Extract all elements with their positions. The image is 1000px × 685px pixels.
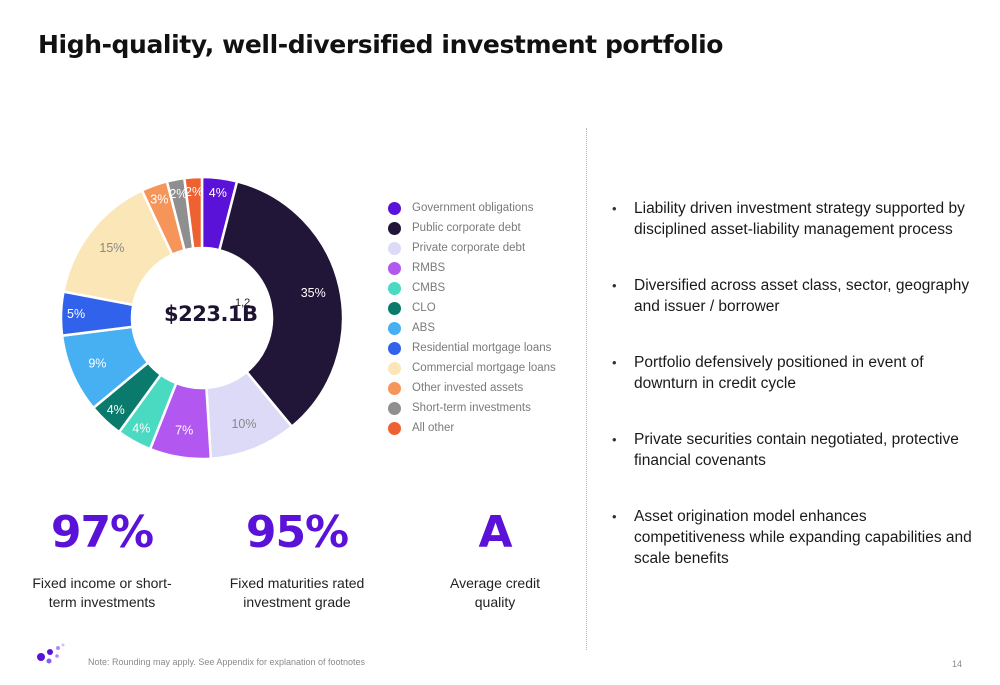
slice-label: 2%	[169, 187, 187, 201]
legend-swatch	[388, 401, 401, 415]
legend-item: Public corporate debt	[388, 218, 556, 238]
legend-swatch	[388, 261, 401, 275]
slice-label: 7%	[175, 424, 193, 438]
portfolio-donut-chart: 4%35%10%7%4%4%9%5%15%3% 2%2%	[59, 175, 345, 461]
legend-swatch	[388, 221, 401, 235]
legend-label: Private corporate debt	[412, 242, 526, 254]
legend-item: Government obligations	[388, 198, 556, 218]
bullet-item: • Liability driven investment strategy su…	[612, 198, 982, 240]
legend-label: RMBS	[412, 262, 446, 274]
legend-item: All other	[388, 418, 556, 438]
bullet-dot-icon: •	[612, 509, 617, 524]
bullet-dot-icon: •	[612, 355, 617, 370]
dots-logo-icon	[37, 643, 65, 664]
legend-item: ABS	[388, 318, 556, 338]
legend-swatch	[388, 421, 401, 435]
legend-label: CLO	[412, 302, 436, 314]
bullet-dot-icon: •	[612, 278, 617, 293]
legend-swatch	[388, 361, 401, 375]
slice-label: 35%	[301, 286, 326, 300]
bullet-text: Asset origination model enhances competi…	[634, 508, 972, 567]
slice-label: 4%	[132, 421, 150, 435]
legend-item: CMBS	[388, 278, 556, 298]
footnote-text: Note: Rounding may apply. See Appendix f…	[88, 657, 366, 667]
stat-caption: Fixed income or short- term investments	[32, 575, 172, 610]
legend-item: Commercial mortgage loans	[388, 358, 556, 378]
stat-value: 95%	[245, 507, 349, 558]
legend-label: Commercial mortgage loans	[412, 362, 556, 374]
legend-item: Other invested assets	[388, 378, 556, 398]
legend-label: Residential mortgage loans	[412, 342, 552, 354]
slice-label: 10%	[231, 417, 256, 431]
bullet-text: Private securities contain negotiated, p…	[634, 431, 959, 469]
slice-label: 2%	[185, 185, 203, 199]
legend-item: CLO	[388, 298, 556, 318]
legend-label: ABS	[412, 322, 436, 334]
stat-investment-grade: 95% Fixed maturities rated investment gr…	[197, 508, 397, 612]
legend-swatch	[388, 301, 401, 315]
legend-item: Short-term investments	[388, 398, 556, 418]
stat-caption: Average credit quality	[449, 575, 540, 610]
legend-label: Short-term investments	[412, 402, 531, 414]
legend-item: Residential mortgage loans	[388, 338, 556, 358]
legend-item: RMBS	[388, 258, 556, 278]
bullet-item: • Portfolio defensively positioned in eve…	[612, 352, 982, 394]
bullet-text: Portfolio defensively positioned in even…	[634, 354, 924, 392]
bullet-item: • Diversified across asset class, sector,…	[612, 275, 982, 317]
donut-center-total: $223.1B	[164, 302, 258, 326]
vertical-divider	[586, 128, 587, 650]
legend-label: Government obligations	[412, 202, 534, 214]
legend-swatch	[388, 201, 401, 215]
key-points-list: • Liability driven investment strategy su…	[612, 198, 982, 604]
page-number: 14	[951, 659, 962, 669]
slice-label: 15%	[99, 241, 124, 255]
legend-label: Other invested assets	[412, 382, 524, 394]
legend-swatch	[388, 281, 401, 295]
stat-value: A	[478, 507, 512, 558]
bullet-text: Liability driven investment strategy sup…	[634, 200, 965, 238]
slice-label: 9%	[88, 356, 106, 370]
page-title: High-quality, well-diversified investmen…	[38, 30, 724, 59]
slice-label: 3%	[150, 192, 168, 206]
stat-credit-quality: A Average credit quality	[395, 508, 595, 612]
legend-swatch	[388, 381, 401, 395]
donut-slice	[217, 179, 345, 429]
legend-label: CMBS	[412, 282, 446, 294]
legend-swatch	[388, 341, 401, 355]
bullet-dot-icon: •	[612, 432, 617, 447]
slice-label: 4%	[209, 186, 227, 200]
bullet-item: • Private securities contain negotiated, …	[612, 429, 982, 471]
stat-fixed-income: 97% Fixed income or short- term investme…	[2, 508, 202, 612]
chart-legend: Government obligations Public corporate d…	[388, 198, 556, 438]
slice-label: 4%	[107, 403, 125, 417]
donut-slice	[182, 175, 204, 250]
slice-label: 5%	[67, 307, 85, 321]
legend-label: Public corporate debt	[412, 222, 521, 234]
bullet-dot-icon: •	[612, 201, 617, 216]
stat-caption: Fixed maturities rated investment grade	[229, 575, 365, 610]
legend-swatch	[388, 321, 401, 335]
bullet-text: Diversified across asset class, sector, …	[634, 277, 970, 315]
legend-item: Private corporate debt	[388, 238, 556, 258]
legend-label: All other	[412, 422, 455, 434]
donut-center-footnote: 1,2	[235, 297, 251, 309]
legend-swatch	[388, 241, 401, 255]
stat-value: 97%	[50, 507, 154, 558]
bullet-item: • Asset origination model enhances compet…	[612, 506, 982, 569]
